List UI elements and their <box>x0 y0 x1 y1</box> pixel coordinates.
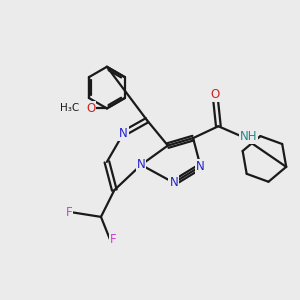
Text: F: F <box>66 206 73 219</box>
Text: N: N <box>196 160 205 173</box>
Text: N: N <box>137 158 146 171</box>
Text: NH: NH <box>240 130 257 143</box>
Text: N: N <box>169 176 178 189</box>
Text: H₃C: H₃C <box>59 103 79 113</box>
Text: O: O <box>211 88 220 101</box>
Text: N: N <box>119 127 128 140</box>
Text: O: O <box>86 102 95 115</box>
Text: F: F <box>110 233 117 246</box>
